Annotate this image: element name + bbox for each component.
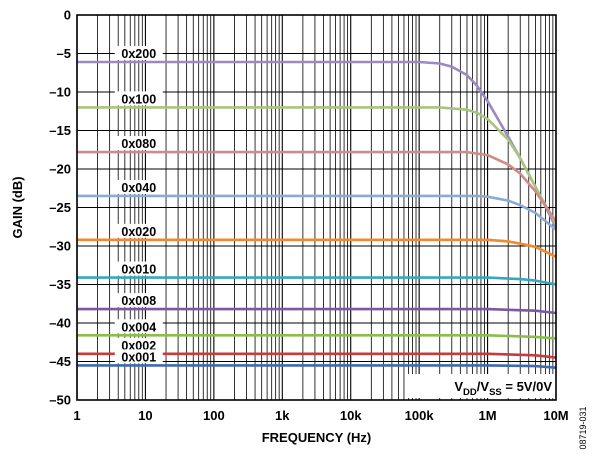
series-label-background: [114, 261, 163, 276]
series-label-background: [114, 179, 163, 194]
y-tick-label: –5: [57, 46, 71, 61]
x-tick-label: 100k: [405, 408, 435, 423]
series-line-0x010: [77, 276, 557, 286]
y-axis-label: GAIN (dB): [10, 176, 25, 238]
x-tick-label: 1k: [275, 408, 290, 423]
y-tick-label: –10: [49, 85, 71, 100]
series-line-0x004: [77, 333, 557, 340]
series-line-0x020: [77, 238, 557, 258]
annotation-background: [406, 374, 554, 398]
y-tick-label: 0: [64, 8, 71, 23]
x-axis-label: FREQUENCY (Hz): [262, 430, 372, 445]
x-tick-label: 10k: [340, 408, 362, 423]
series-label-0x040: 0x040: [121, 181, 156, 195]
series-label-0x200: 0x200: [121, 47, 156, 61]
y-axis-tick-labels: 0 –5 –10 –15 –20 –25 –30 –35 –40 –45 –50: [49, 8, 71, 408]
y-tick-label: –50: [49, 393, 71, 408]
series-label-0x004: 0x004: [121, 320, 156, 334]
series-line-0x100: [77, 106, 558, 226]
series-label-background: [114, 91, 163, 106]
series-label-background: [114, 337, 163, 352]
series-label-0x002: 0x002: [121, 339, 156, 353]
series-label-background: [114, 293, 163, 308]
series-label-0x020: 0x020: [121, 225, 156, 239]
y-tick-label: –15: [49, 123, 71, 138]
series-label-background: [114, 319, 163, 334]
annotation-text: VDD/VSS = 5V/0V: [454, 379, 552, 398]
series-label-background: [114, 45, 163, 60]
series-label-0x080: 0x080: [121, 137, 156, 151]
y-tick-label: –30: [49, 239, 71, 254]
supply-voltage-annotation: VDD/VSS = 5V/0V: [406, 374, 554, 398]
plot-frame: [76, 14, 557, 401]
series-lines: [77, 60, 558, 369]
y-tick-label: –25: [49, 200, 71, 215]
series-label-0x008: 0x008: [121, 294, 156, 308]
series-label-background: [114, 349, 163, 364]
series-label-background: [114, 223, 163, 238]
series-labels: 0x200 0x100 0x080 0x040 0x020 0x010 0x008 0x004…: [114, 45, 163, 364]
x-tick-label: 1M: [479, 408, 497, 423]
series-line-0x040: [77, 194, 557, 231]
x-tick-label: 10: [138, 408, 152, 423]
y-tick-label: –35: [49, 277, 71, 292]
figure-id: 08719-031: [578, 406, 588, 449]
series-label-background: [114, 136, 163, 151]
y-tick-label: –45: [49, 354, 71, 369]
series-line-0x008: [77, 307, 557, 315]
y-tick-label: –20: [49, 162, 71, 177]
x-tick-label: 100: [203, 408, 225, 423]
x-tick-label: 1: [73, 408, 80, 423]
series-label-0x100: 0x100: [121, 92, 156, 106]
x-axis-tick-labels: 1 10 100 1k 10k 100k 1M 10M: [73, 408, 568, 423]
series-line-0x002: [77, 352, 557, 359]
series-line-0x001: [77, 364, 557, 369]
series-line-0x080: [77, 150, 558, 223]
y-tick-label: –40: [49, 316, 71, 331]
series-label-0x001: 0x001: [121, 350, 156, 364]
series-label-0x010: 0x010: [121, 263, 156, 277]
x-tick-label: 10M: [543, 408, 568, 423]
